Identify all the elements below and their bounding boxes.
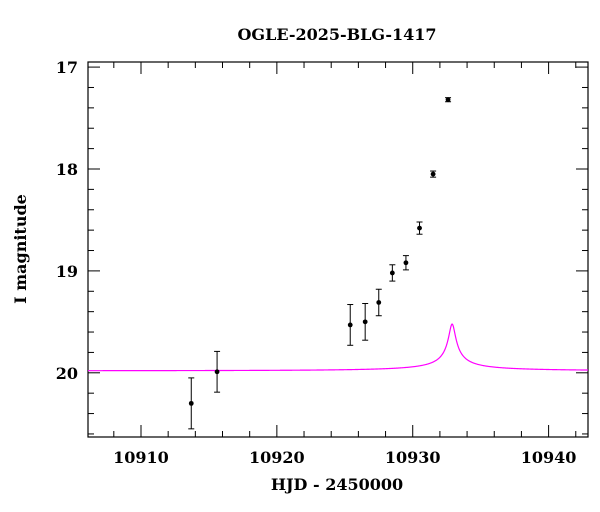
data-point [347,304,354,346]
plot-frame [87,61,589,438]
plot-area [87,61,589,438]
data-point [445,97,452,103]
data-point [389,264,396,282]
y-tick-label: 18 [56,160,78,179]
point-marker [347,322,353,328]
data-point [375,288,382,317]
data-point [402,255,409,271]
x-tick-label: 10940 [521,448,577,467]
point-marker [417,225,422,231]
chart-title: OGLE-2025-BLG-1417 [237,25,436,44]
x-tick-label: 10920 [249,448,305,467]
y-axis-label: I magnitude [11,194,30,304]
y-tick-label: 20 [56,364,78,383]
point-marker [214,369,220,375]
x-tick-label: 10910 [113,448,169,467]
axis-ticks [88,62,588,437]
point-marker [362,319,368,325]
y-tick-label: 19 [56,262,78,281]
data-point [362,303,369,341]
x-axis-label: HJD - 2450000 [271,475,403,494]
point-marker [403,260,409,266]
x-tick-label: 10930 [385,448,441,467]
point-marker [430,171,436,177]
point-marker [376,300,382,305]
data-point [430,170,437,178]
points-layer [188,97,452,430]
data-point [416,221,423,235]
point-marker [445,97,451,103]
model-layer [87,323,589,372]
y-tick-label: 17 [56,58,78,77]
data-point [214,350,221,393]
point-marker [389,270,395,276]
tick-labels: 10910 10920 10930 10940 17 18 19 20 [56,58,577,467]
point-marker [188,400,194,406]
data-point [188,377,195,430]
model-curve [87,323,589,372]
